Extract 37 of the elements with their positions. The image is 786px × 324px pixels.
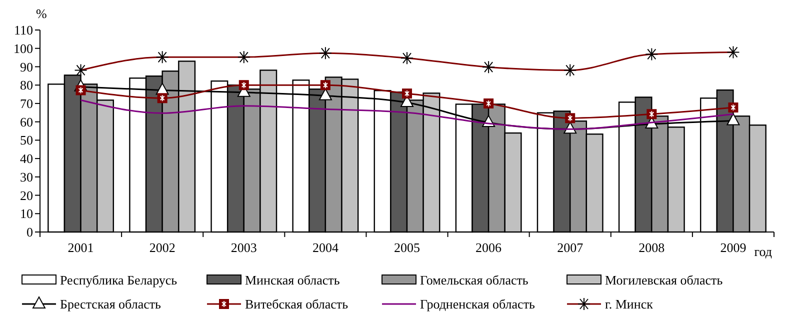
point — [318, 88, 332, 100]
x-tick-label: 2001 — [68, 240, 94, 255]
y-tick-label: 70 — [20, 96, 33, 112]
point — [726, 113, 740, 126]
legend-label: Гомельская область — [420, 272, 528, 288]
x-tick-label: 2003 — [230, 240, 257, 255]
x-tick-label: 2007 — [557, 240, 584, 255]
legend-label: Минская область — [245, 272, 340, 288]
x-tick-label: 2008 — [638, 240, 665, 255]
legend-label: Брестская область — [60, 296, 162, 312]
x-axis-title: год — [754, 244, 772, 259]
legend-label: Могилевская область — [605, 272, 723, 288]
legend-label: г. Минск — [605, 296, 654, 312]
point — [565, 113, 576, 124]
y-tick-label: 90 — [20, 59, 33, 74]
y-tick-label: 60 — [20, 114, 33, 130]
y-tick-label: 0 — [26, 224, 33, 240]
x-tick-label: 2009 — [720, 240, 746, 255]
y-tick-label: 100 — [14, 40, 33, 56]
x-tick-label: 2004 — [312, 240, 339, 255]
y-tick-label: 80 — [20, 78, 33, 93]
y-tick-label: 30 — [20, 169, 33, 184]
y-tick-label: 50 — [20, 132, 33, 148]
x-tick-label: 2005 — [394, 240, 420, 255]
y-tick-label: 40 — [20, 151, 33, 166]
y-tick-label: 10 — [20, 206, 33, 222]
legend-label: Республика Беларусь — [60, 272, 178, 288]
x-tick-label: 2002 — [149, 240, 176, 255]
y-tick-label: 20 — [20, 188, 33, 203]
point — [646, 109, 657, 120]
point — [728, 102, 738, 112]
legend-label: Витебская область — [245, 296, 348, 312]
point — [157, 93, 168, 104]
y-axis-title: % — [36, 6, 47, 21]
y-tick-label: 110 — [14, 22, 33, 38]
x-tick-label: 2006 — [476, 240, 502, 255]
legend-label: Гродненская область — [420, 296, 536, 312]
